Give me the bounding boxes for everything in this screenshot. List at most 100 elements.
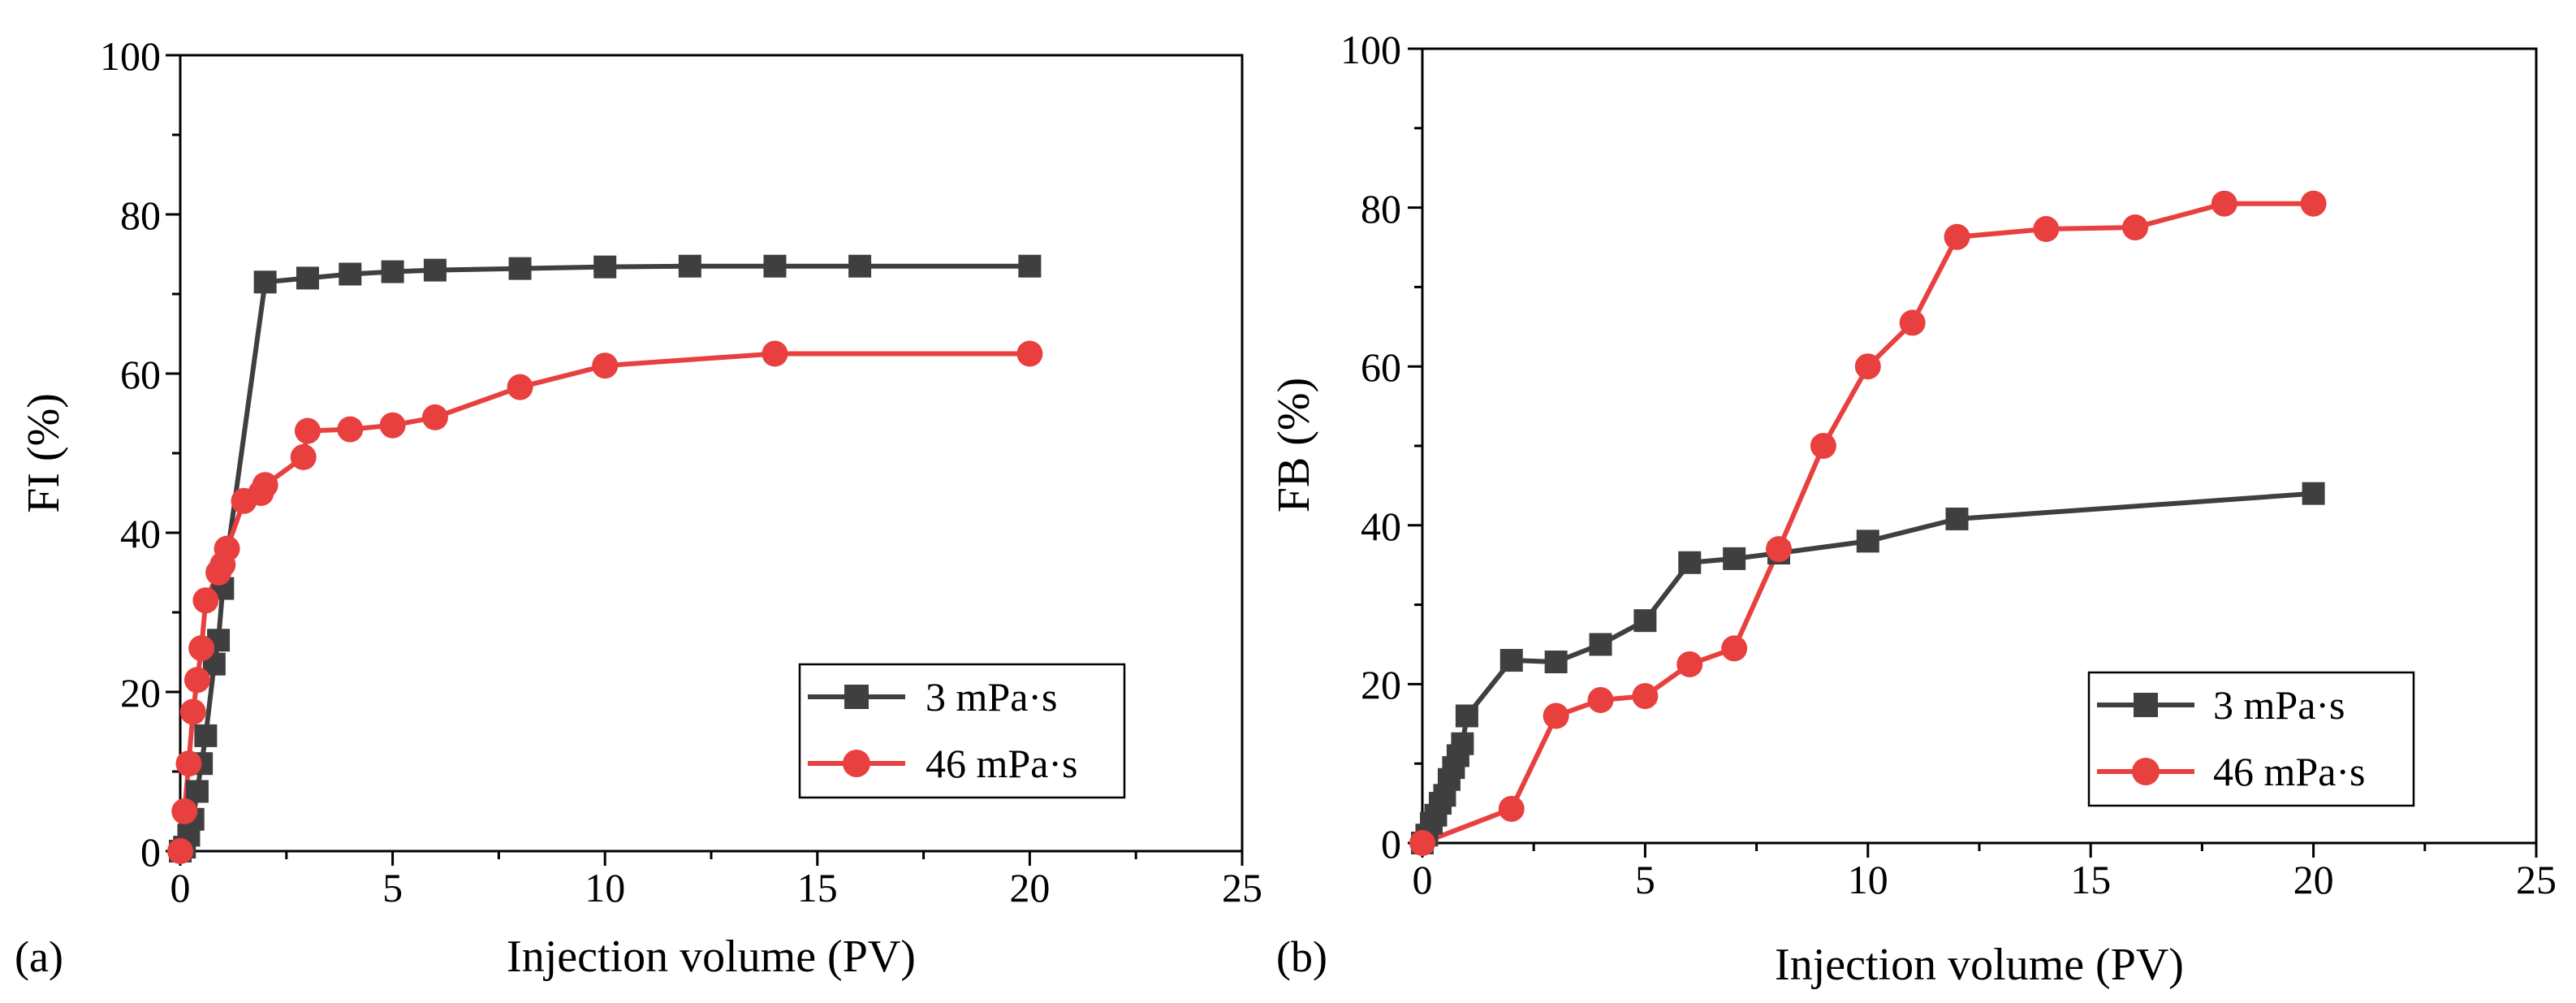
- panel-a-series-0-point: [763, 254, 787, 278]
- panel-b-ticks: [1408, 47, 2538, 858]
- panel-b-x-tick-label: 10: [1848, 857, 1888, 902]
- panel-a-series-1-point: [762, 340, 788, 367]
- panel-a-series-0-point: [253, 270, 277, 294]
- panel-b-y-tick-label: 0: [1381, 821, 1401, 867]
- panel-b-legend-marker-0: [2134, 693, 2158, 717]
- panel-a-series-0-point: [678, 254, 701, 278]
- panel-a-series-0-point: [339, 262, 362, 286]
- panel-a-y-tick-label: 100: [100, 33, 161, 79]
- panel-a-series-1-point: [421, 404, 448, 430]
- panel-b-legend-label-1: 46 mPa·s: [2213, 749, 2366, 794]
- panel-b-x-tick-label: 25: [2516, 857, 2557, 902]
- panel-a-x-tick-label: 5: [382, 865, 403, 910]
- panel-a-series-0-point: [423, 258, 447, 282]
- panel-b-legend-marker-1: [2132, 758, 2160, 785]
- panel-b-series-0-point: [1945, 507, 1969, 530]
- panel-b-series-0-point: [1451, 732, 1474, 755]
- panel-b-x-tick-labels: 0 5 10 15 20 25: [1413, 857, 2557, 902]
- panel-b-series-0-point: [1856, 530, 1879, 553]
- panel-b-x-tick-label: 5: [1635, 857, 1655, 902]
- panel-a-series-1-point: [1016, 340, 1043, 367]
- panel-b-series-1-point: [1543, 703, 1569, 729]
- panel-b-y-axis-title: FB (%): [1269, 378, 1319, 512]
- panel-b-series-1-point: [1766, 536, 1793, 563]
- panel-a: 0 5 10 15 20 25 0 20 40 60 80 100 Inject…: [15, 33, 1262, 982]
- panel-b-series-0-point: [1544, 651, 1568, 674]
- panel-a-y-axis-title: FI (%): [19, 393, 69, 513]
- panel-b-series-0-point: [1589, 633, 1612, 656]
- panel-b-label: (b): [1276, 932, 1327, 981]
- panel-a-legend-marker-0: [844, 685, 869, 709]
- panel-a-series-1-point: [188, 635, 215, 662]
- panel-a-series-0-point: [185, 780, 209, 803]
- panel-a-series-0-point: [593, 255, 617, 279]
- panel-b-series-0-point: [1723, 547, 1746, 570]
- panel-a-series-0-point: [296, 266, 319, 290]
- panel-b-series-1-point: [1854, 353, 1881, 380]
- panel-b-series-1-line: [1421, 201, 2314, 845]
- panel-b-y-tick-label: 60: [1361, 344, 1401, 390]
- panel-a-series-1-point: [175, 750, 202, 777]
- panel-a-series-0-point: [381, 260, 404, 283]
- panel-b-legend-label-0: 3 mPa·s: [2213, 682, 2345, 728]
- panel-a-series-0-point: [1018, 254, 1042, 278]
- panel-a-series-0-point: [848, 254, 872, 278]
- panel-a-y-tick-label: 60: [120, 352, 161, 397]
- panel-b-series-1-point: [1899, 309, 1926, 336]
- panel-a-series-1-point: [214, 535, 240, 562]
- panel-a-x-tick-label: 15: [797, 865, 838, 910]
- panel-b-series-1-point: [2122, 214, 2149, 241]
- panel-a-series-1-point: [252, 472, 278, 499]
- panel-b-series-1-point: [1587, 686, 1614, 713]
- panel-a-y-tick-label: 40: [120, 511, 161, 556]
- panel-a-series-1-point: [290, 443, 317, 470]
- panel-a-series-0-point: [194, 724, 218, 747]
- panel-b-series-1-point: [1409, 830, 1435, 856]
- panel-b-series-0-point: [1455, 704, 1478, 728]
- panel-a-y-tick-label: 0: [140, 829, 161, 875]
- panel-b-series-1-point: [1810, 433, 1836, 459]
- panel-a-series-1-point: [507, 374, 533, 400]
- panel-a-x-tick-label: 20: [1009, 865, 1050, 910]
- panel-b-y-tick-label: 20: [1361, 662, 1401, 707]
- panel-b-series-1-point: [2211, 190, 2237, 217]
- panel-a-y-tick-label: 80: [120, 192, 161, 238]
- panel-a-series-0-point: [508, 257, 532, 280]
- panel-b-x-tick-label: 20: [2293, 857, 2334, 902]
- panel-a-label: (a): [15, 932, 63, 981]
- panel-b-series-1-point: [2300, 190, 2327, 217]
- panel-b-series-1-point: [1721, 635, 1748, 662]
- panel-a-series-1-point: [183, 667, 210, 694]
- panel-a-x-tick-label: 10: [585, 865, 625, 910]
- panel-a-y-tick-label: 20: [120, 670, 161, 716]
- panel-a-x-tick-label: 0: [170, 865, 191, 910]
- panel-a-x-tick-label: 25: [1222, 865, 1262, 910]
- panel-a-series-1-point: [294, 417, 321, 444]
- panel-b: 0 5 10 15 20 25 0 20 40 60 80 100 Inject…: [1269, 27, 2557, 990]
- panel-a-series-1-point: [171, 798, 198, 824]
- panel-b-series-0-point: [1633, 609, 1657, 633]
- panel-b-series-0-point: [2302, 482, 2325, 505]
- panel-a-x-axis-title: Injection volume (PV): [507, 932, 916, 982]
- panel-a-y-tick-labels: 0 20 40 60 80 100: [100, 33, 161, 875]
- panel-b-series-0-point: [1499, 649, 1523, 672]
- panel-b-y-tick-label: 40: [1361, 504, 1401, 549]
- panel-a-series-1-point: [592, 352, 619, 379]
- panel-b-x-tick-label: 15: [2070, 857, 2111, 902]
- panel-a-series: [167, 254, 1043, 864]
- panel-a-legend-marker-1: [843, 750, 870, 777]
- panel-b-series-1-point: [1498, 795, 1525, 822]
- panel-b-series-0-point: [1678, 551, 1702, 574]
- panel-b-y-tick-label: 80: [1361, 186, 1401, 231]
- panel-b-series-1-point: [2033, 216, 2060, 243]
- panel-a-legend-label-0: 3 mPa·s: [926, 674, 1058, 720]
- panel-b-legend: 3 mPa·s 46 mPa·s: [2087, 671, 2415, 807]
- panel-b-series-1-point: [1632, 683, 1659, 710]
- panel-b-series-1-point: [1944, 223, 1970, 250]
- panel-a-series-1-point: [179, 698, 206, 725]
- panel-b-x-tick-label: 0: [1413, 857, 1433, 902]
- panel-a-series-1-point: [337, 416, 364, 443]
- panel-b-series-1-point: [1676, 651, 1703, 677]
- panel-a-x-tick-labels: 0 5 10 15 20 25: [170, 865, 1263, 910]
